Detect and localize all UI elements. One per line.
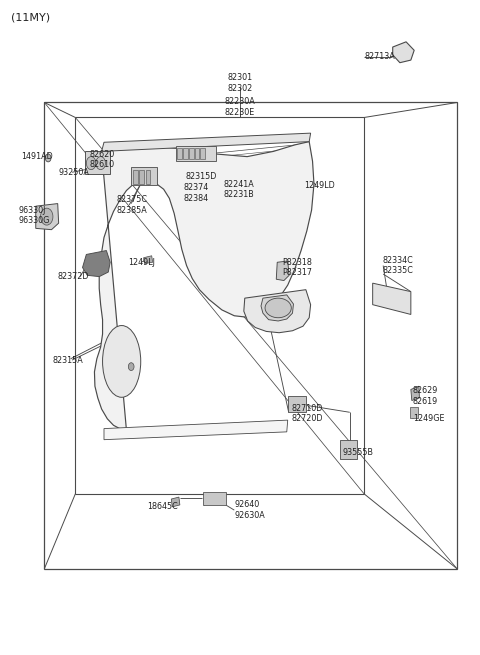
Polygon shape bbox=[36, 204, 59, 230]
Text: 1249LJ: 1249LJ bbox=[128, 258, 155, 267]
Text: 82710D
82720D: 82710D 82720D bbox=[291, 404, 323, 423]
Bar bbox=[189, 148, 194, 159]
Polygon shape bbox=[102, 133, 311, 151]
Bar bbox=[85, 151, 110, 174]
Text: 1491AD: 1491AD bbox=[22, 152, 53, 161]
Text: 82375C
82385A: 82375C 82385A bbox=[117, 195, 148, 215]
Polygon shape bbox=[104, 420, 288, 440]
Text: 96330J
96330G: 96330J 96330G bbox=[19, 206, 50, 225]
Bar bbox=[410, 407, 419, 417]
Bar bbox=[131, 167, 157, 185]
Text: 82315A: 82315A bbox=[53, 356, 84, 365]
Circle shape bbox=[96, 157, 106, 170]
Circle shape bbox=[45, 154, 51, 162]
Bar bbox=[203, 492, 226, 505]
Bar bbox=[178, 148, 182, 159]
Text: 82713A: 82713A bbox=[364, 52, 395, 62]
Text: 82629
82619: 82629 82619 bbox=[413, 386, 438, 405]
Text: 82334C
82335C: 82334C 82335C bbox=[382, 256, 413, 275]
Circle shape bbox=[128, 363, 134, 371]
Polygon shape bbox=[244, 290, 311, 333]
Ellipse shape bbox=[103, 326, 141, 398]
Bar bbox=[288, 396, 306, 412]
Polygon shape bbox=[144, 255, 153, 263]
Circle shape bbox=[40, 208, 53, 225]
Polygon shape bbox=[83, 251, 110, 276]
Polygon shape bbox=[261, 295, 293, 321]
Bar bbox=[176, 146, 216, 160]
Polygon shape bbox=[171, 497, 180, 507]
Ellipse shape bbox=[265, 298, 291, 318]
Bar bbox=[133, 170, 138, 184]
Text: 82241A
82231B: 82241A 82231B bbox=[223, 179, 254, 199]
Text: 82620
82610: 82620 82610 bbox=[90, 149, 115, 169]
Text: P82318
P82317: P82318 P82317 bbox=[282, 258, 312, 277]
Text: 82372D: 82372D bbox=[58, 272, 89, 281]
Bar bbox=[44, 102, 457, 569]
Text: 93555B: 93555B bbox=[343, 448, 373, 457]
Text: 93250A: 93250A bbox=[59, 168, 90, 177]
Polygon shape bbox=[372, 283, 411, 314]
Text: 82374
82384: 82374 82384 bbox=[184, 183, 209, 203]
Circle shape bbox=[86, 157, 96, 170]
Bar bbox=[200, 148, 205, 159]
Text: 82301
82302: 82301 82302 bbox=[228, 73, 252, 92]
Polygon shape bbox=[95, 141, 314, 430]
Text: (11MY): (11MY) bbox=[11, 12, 50, 23]
Text: 82230A
82230E: 82230A 82230E bbox=[225, 98, 255, 117]
Bar bbox=[340, 440, 358, 459]
Polygon shape bbox=[411, 386, 420, 401]
Text: 18645C: 18645C bbox=[147, 502, 178, 512]
Polygon shape bbox=[393, 42, 414, 63]
Text: 82315D: 82315D bbox=[185, 172, 216, 181]
Text: 1249GE: 1249GE bbox=[413, 415, 444, 423]
Bar bbox=[183, 148, 188, 159]
Polygon shape bbox=[276, 261, 289, 280]
Bar bbox=[145, 170, 150, 184]
Bar bbox=[195, 148, 199, 159]
Text: 1249LD: 1249LD bbox=[304, 181, 335, 190]
Text: 92640
92630A: 92640 92630A bbox=[234, 500, 265, 520]
Bar bbox=[139, 170, 144, 184]
